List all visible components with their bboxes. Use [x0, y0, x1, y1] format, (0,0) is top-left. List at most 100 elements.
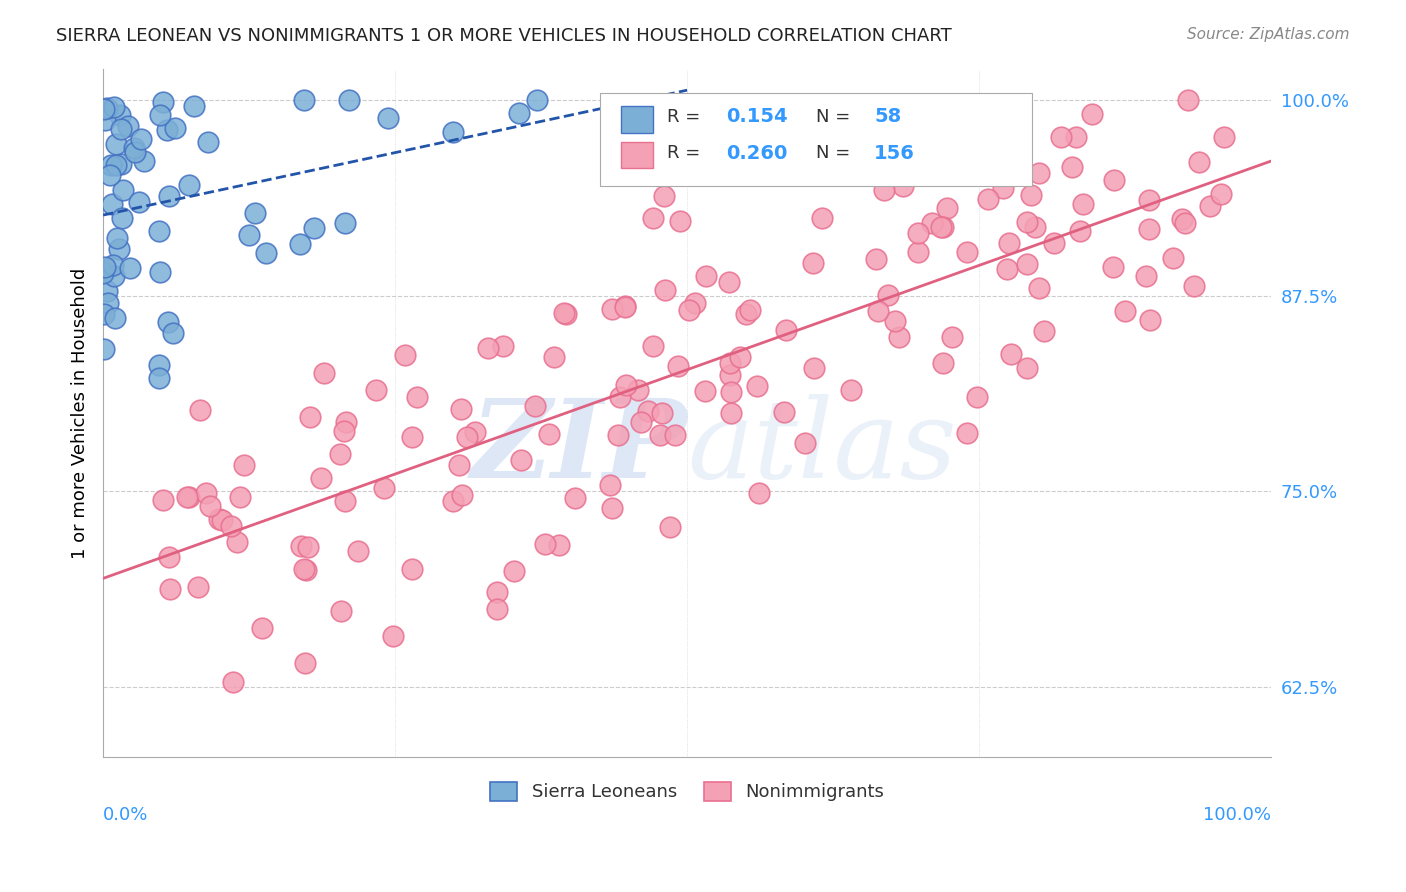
Point — [1137, 193, 1160, 207]
Point — [311, 471, 333, 485]
Point — [177, 178, 200, 192]
Text: Source: ZipAtlas.com: Source: ZipAtlas.com — [1187, 27, 1350, 42]
Point — [1182, 279, 1205, 293]
Point — [1050, 129, 1073, 144]
Point — [738, 303, 761, 318]
Point — [463, 425, 485, 440]
Point — [1060, 160, 1083, 174]
Point — [149, 265, 172, 279]
Point — [477, 341, 499, 355]
Point — [346, 544, 368, 558]
Point — [866, 304, 889, 318]
Point — [450, 402, 472, 417]
Point — [936, 201, 959, 215]
Point — [599, 478, 621, 492]
Point — [1188, 154, 1211, 169]
Point — [297, 540, 319, 554]
Point — [548, 538, 571, 552]
Point — [717, 275, 740, 289]
Point — [333, 425, 356, 439]
Point — [194, 486, 217, 500]
Point — [96, 101, 118, 115]
Point — [720, 384, 742, 399]
Point — [891, 178, 914, 193]
Text: 0.260: 0.260 — [725, 144, 787, 162]
Point — [117, 119, 139, 133]
Point — [997, 235, 1019, 250]
Point — [1198, 199, 1220, 213]
Point — [695, 269, 717, 284]
Point — [456, 430, 478, 444]
Point — [101, 259, 124, 273]
Point — [1101, 260, 1123, 274]
Point — [91, 267, 114, 281]
Point — [333, 216, 356, 230]
Point — [485, 602, 508, 616]
Text: SIERRA LEONEAN VS NONIMMIGRANTS 1 OR MORE VEHICLES IN HOUSEHOLD CORRELATION CHAR: SIERRA LEONEAN VS NONIMMIGRANTS 1 OR MOR… — [56, 27, 952, 45]
Point — [1017, 361, 1039, 376]
Point — [1081, 107, 1104, 121]
Point — [678, 303, 700, 318]
Point — [976, 193, 998, 207]
Point — [1000, 347, 1022, 361]
Point — [330, 604, 353, 618]
Point — [292, 562, 315, 576]
Point — [294, 656, 316, 670]
Point — [225, 534, 247, 549]
Point — [1135, 268, 1157, 283]
Point — [523, 400, 546, 414]
Point — [148, 108, 170, 122]
Point — [104, 136, 127, 151]
Point — [1042, 235, 1064, 250]
Point — [718, 368, 741, 383]
Point — [877, 287, 900, 301]
Point — [553, 306, 575, 320]
Point — [865, 252, 887, 267]
Point — [441, 125, 464, 139]
Point — [93, 343, 115, 357]
Point — [614, 300, 637, 314]
Point — [128, 195, 150, 210]
Point — [162, 326, 184, 341]
FancyBboxPatch shape — [620, 106, 654, 133]
Point — [728, 350, 751, 364]
Point — [101, 197, 124, 211]
Point — [491, 339, 513, 353]
Point — [302, 220, 325, 235]
Point — [373, 481, 395, 495]
Point — [683, 296, 706, 310]
Point — [110, 157, 132, 171]
Point — [94, 112, 117, 127]
Point — [637, 403, 659, 417]
Point — [1161, 251, 1184, 265]
Point — [198, 499, 221, 513]
Point — [607, 427, 630, 442]
Point — [801, 256, 824, 270]
Text: N =: N = — [815, 108, 856, 126]
Point — [613, 299, 636, 313]
Point — [538, 426, 561, 441]
Point — [254, 246, 277, 260]
Point — [669, 214, 692, 228]
Text: 0.0%: 0.0% — [103, 805, 149, 823]
Point — [449, 458, 471, 472]
Point — [337, 93, 360, 107]
Point — [654, 189, 676, 203]
Point — [98, 168, 121, 182]
Point — [600, 500, 623, 515]
Point — [93, 102, 115, 116]
Point — [1069, 224, 1091, 238]
FancyBboxPatch shape — [620, 142, 654, 169]
Point — [748, 486, 770, 500]
Point — [966, 390, 988, 404]
Point — [600, 302, 623, 317]
Point — [735, 307, 758, 321]
Point — [401, 562, 423, 576]
Point — [1102, 172, 1125, 186]
Text: R =: R = — [668, 145, 706, 162]
Point — [1071, 197, 1094, 211]
Point — [866, 143, 889, 157]
Point — [650, 428, 672, 442]
Point — [609, 390, 631, 404]
Point — [907, 227, 929, 241]
